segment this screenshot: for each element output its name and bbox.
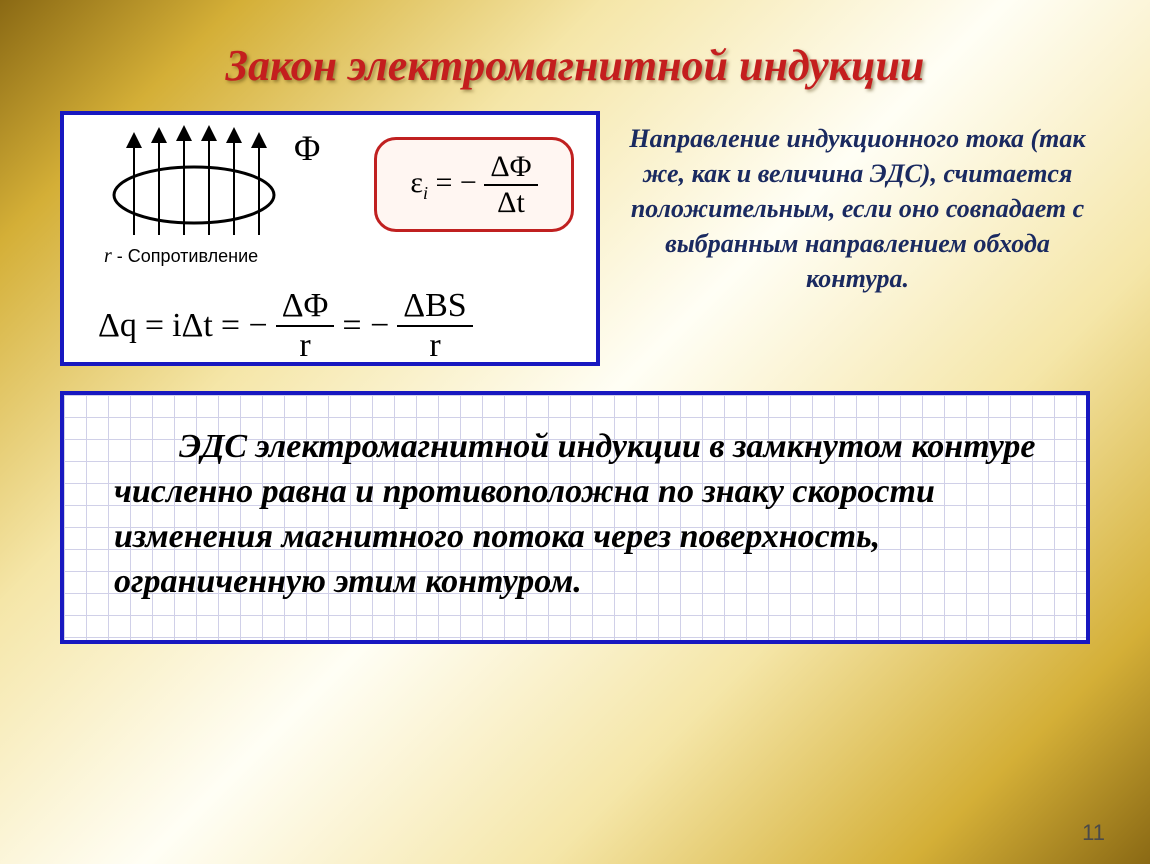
main-statement-box: ЭДС электромагнитной индукции в замкнуто… xyxy=(60,391,1090,644)
eps-fraction: ΔΦ Δt xyxy=(484,150,537,220)
resist-dash: - xyxy=(112,246,128,266)
eps-den: Δt xyxy=(491,186,531,220)
top-row: Φ r - Сопротивление εi = − ΔΦ Δt Δq = iΔ… xyxy=(0,91,1150,366)
resist-word: Сопротивление xyxy=(128,246,258,266)
eps-symbol: ε xyxy=(410,165,423,198)
dq-frac2: ΔBS r xyxy=(397,287,472,365)
main-statement-text: ЭДС электромагнитной индукции в замкнуто… xyxy=(114,428,1035,600)
dq-p1: Δq xyxy=(98,307,137,345)
page-number: 11 xyxy=(1082,820,1105,846)
dq-den1: r xyxy=(293,327,316,365)
dq-p2: = xyxy=(145,307,164,345)
flux-loop-diagram xyxy=(94,125,294,250)
phi-symbol: Φ xyxy=(294,127,320,169)
main-statement: ЭДС электромагнитной индукции в замкнуто… xyxy=(114,425,1046,605)
emf-formula-box: εi = − ΔΦ Δt xyxy=(374,137,574,232)
charge-equation: Δq = iΔt = − ΔΦ r = − ΔBS r xyxy=(94,287,477,365)
resist-r: r xyxy=(104,245,112,267)
dq-den2: r xyxy=(423,327,446,365)
dq-p3: iΔt xyxy=(172,307,213,345)
slide-title: Закон электромагнитной индукции xyxy=(0,0,1150,91)
dq-p5: = − xyxy=(342,307,389,345)
eps-eq-sign: = − xyxy=(428,165,477,198)
dq-frac1: ΔΦ r xyxy=(276,287,335,365)
dq-num2: ΔBS xyxy=(397,287,472,327)
dq-p4: = − xyxy=(221,307,268,345)
side-note: Направление индукционного тока (так же, … xyxy=(625,111,1090,296)
resistance-label: r - Сопротивление xyxy=(104,245,258,268)
dq-num1: ΔΦ xyxy=(276,287,335,327)
formula-panel: Φ r - Сопротивление εi = − ΔΦ Δt Δq = iΔ… xyxy=(60,111,600,366)
eps-num: ΔΦ xyxy=(484,150,537,186)
